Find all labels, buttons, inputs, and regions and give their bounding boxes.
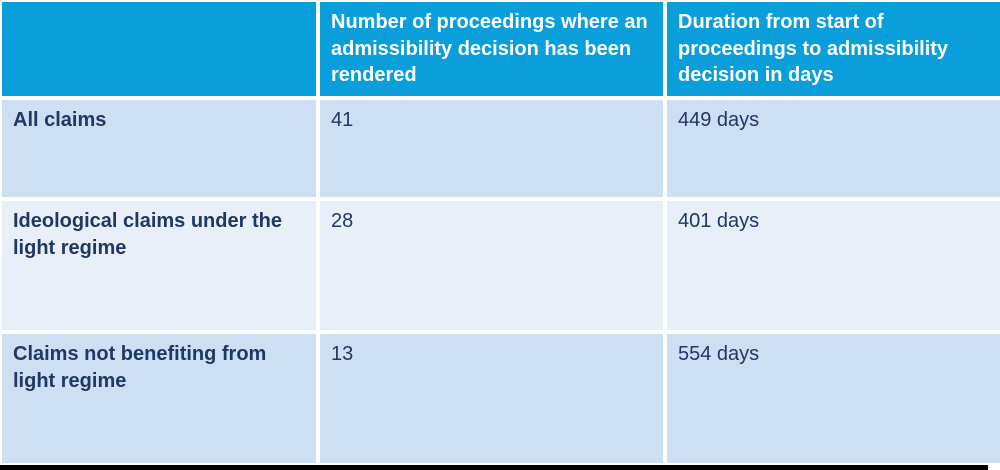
cell-non-light-regime-duration: 554 days [667,334,1000,463]
header-cell-proceedings: Number of proceedings where an admissibi… [320,2,663,96]
header-cell-empty [2,2,316,96]
cell-non-light-regime-proceedings: 13 [320,334,663,463]
header-cell-duration: Duration from start of proceedings to ad… [667,2,1000,96]
row-label-non-light-regime-claims: Claims not benefiting from light regime [2,334,316,463]
admissibility-claims-table: Number of proceedings where an admissibi… [2,2,1000,463]
cell-all-claims-proceedings: 41 [320,100,663,197]
cell-ideological-claims-proceedings: 28 [320,201,663,330]
row-label-ideological-claims: Ideological claims under the light regim… [2,201,316,330]
cell-ideological-claims-duration: 401 days [667,201,1000,330]
row-label-all-claims: All claims [2,100,316,197]
cell-all-claims-duration: 449 days [667,100,1000,197]
bottom-border-line [0,465,988,470]
